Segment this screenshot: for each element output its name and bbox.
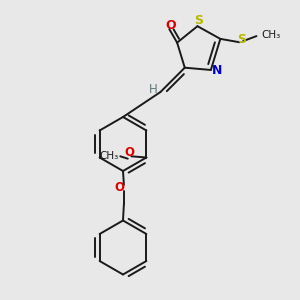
Text: S: S <box>194 14 203 27</box>
Text: CH₃: CH₃ <box>100 151 119 161</box>
Text: CH₃: CH₃ <box>262 30 281 40</box>
Text: O: O <box>165 19 175 32</box>
Text: O: O <box>124 146 134 159</box>
Text: S: S <box>238 33 247 46</box>
Text: H: H <box>148 82 157 96</box>
Text: N: N <box>212 64 223 77</box>
Text: O: O <box>115 181 125 194</box>
